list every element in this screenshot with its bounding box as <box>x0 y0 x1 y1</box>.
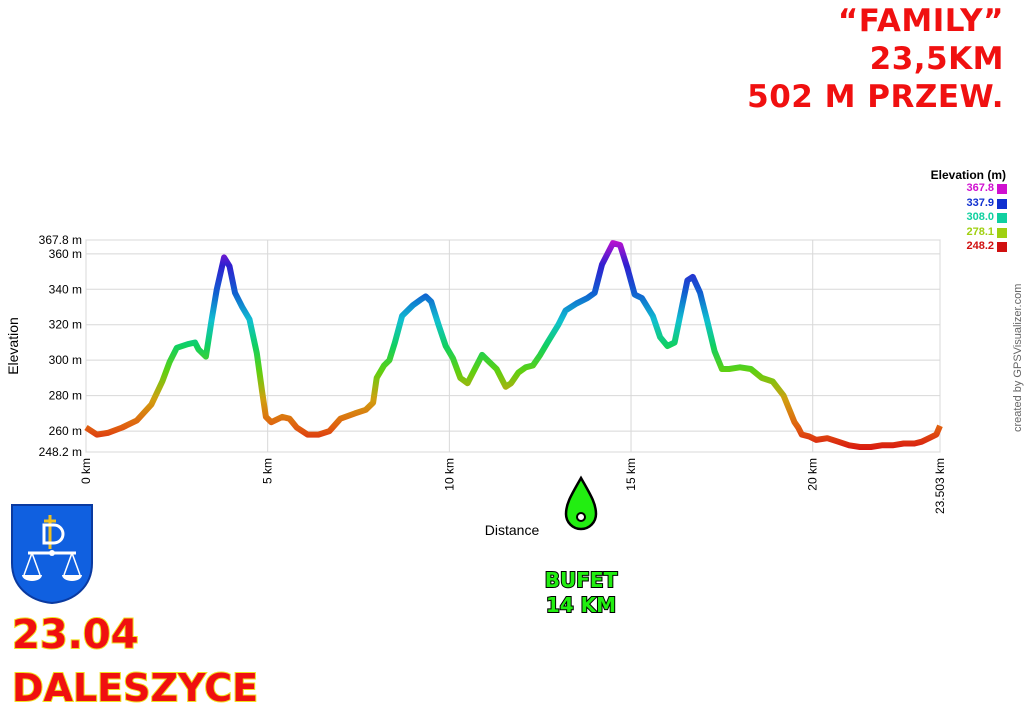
legend-item: 308.0 <box>900 211 1010 226</box>
route-title-block: “FAMILY” 23,5KM 502 M PRZEW. <box>747 2 1004 116</box>
legend-item: 248.2 <box>900 240 1010 255</box>
legend-swatch <box>997 242 1007 252</box>
event-location: DALESZYCE <box>11 665 259 711</box>
legend-item-label: 337.9 <box>966 196 994 209</box>
x-tick-label: 23.503 km <box>933 458 947 514</box>
y-tick-label: 367.8 m <box>39 233 82 247</box>
legend-item-label: 248.2 <box>966 240 994 252</box>
legend-swatch <box>997 198 1007 209</box>
y-tick-label: 320 m <box>49 318 82 332</box>
legend-swatch <box>997 227 1007 238</box>
water-drop-icon <box>564 475 598 531</box>
route-name: “FAMILY” <box>837 3 1004 39</box>
y-tick-label: 280 m <box>49 389 82 403</box>
y-tick-label: 340 m <box>49 282 82 296</box>
legend-item-label: 367.8 <box>966 182 994 194</box>
x-axis-label: Distance <box>485 522 540 538</box>
elevation-line <box>84 240 943 450</box>
refreshment-stop-distance: 14 KM <box>545 592 617 618</box>
y-tick-label: 260 m <box>49 424 82 438</box>
y-tick-label: 300 m <box>49 353 82 367</box>
coat-of-arms-icon <box>11 504 93 605</box>
plot-area <box>85 239 941 453</box>
legend-item: 337.9 <box>900 197 1010 212</box>
y-tick-label: 360 m <box>49 247 82 261</box>
refreshment-stop-label: BUFET 14 KM <box>522 567 640 618</box>
legend-item: 367.8 <box>900 182 1010 197</box>
x-tick-label: 5 km <box>261 458 275 484</box>
legend-title: Elevation (m) <box>930 168 1006 182</box>
x-tick-label: 10 km <box>442 458 456 491</box>
legend-swatch <box>997 184 1007 194</box>
refreshment-stop-title: BUFET <box>544 567 618 593</box>
x-tick-label: 20 km <box>806 458 820 491</box>
legend-item-label: 308.0 <box>966 211 994 223</box>
legend-item: 278.1 <box>900 226 1010 241</box>
y-tick-label: 248.2 m <box>39 445 82 459</box>
event-date: 23.04 <box>11 611 140 659</box>
x-axis-ticks: 0 km 5 km 10 km 15 km 20 km 23.503 km <box>79 458 947 514</box>
y-axis-label: Elevation <box>5 317 21 375</box>
legend-swatch <box>997 213 1007 223</box>
y-axis-ticks: 248.2 m 260 m 280 m 300 m 320 m 340 m 360 m367… <box>39 233 82 459</box>
legend-item-label: 278.1 <box>966 225 994 238</box>
route-distance: 23,5KM <box>869 41 1004 77</box>
x-tick-label: 0 km <box>79 458 93 484</box>
route-elevation-gain: 502 M PRZEW. <box>747 79 1004 115</box>
elevation-legend: Elevation (m) 367.8 337.9 308.0 278.1 24… <box>900 168 1010 255</box>
x-tick-label: 15 km <box>624 458 638 491</box>
